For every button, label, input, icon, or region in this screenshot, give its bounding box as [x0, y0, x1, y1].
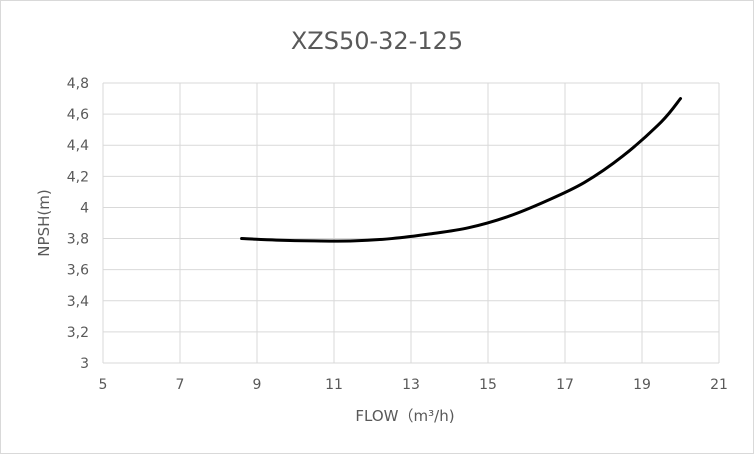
x-tick-label: 13 — [402, 377, 420, 393]
x-tick-label: 11 — [325, 377, 343, 393]
gridlines — [102, 82, 720, 364]
y-tick-label: 3,2 — [67, 325, 89, 341]
x-tick-label: 19 — [633, 377, 651, 393]
y-tick-labels: 3 3,2 3,4 3,6 3,8 4 4,2 4,4 4,6 4,8 — [67, 76, 89, 372]
y-tick-label: 4,2 — [67, 169, 89, 185]
y-tick-label: 3,4 — [67, 294, 89, 310]
chart-title: XZS50-32-125 — [291, 27, 463, 55]
x-tick-label: 21 — [710, 377, 728, 393]
y-tick-label: 4,6 — [67, 107, 89, 123]
y-tick-label: 4,8 — [67, 76, 89, 92]
x-tick-labels: 5 7 9 11 13 15 17 19 21 — [99, 377, 728, 393]
x-tick-label: 9 — [253, 377, 262, 393]
x-tick-label: 5 — [99, 377, 108, 393]
x-tick-label: 15 — [479, 377, 497, 393]
x-tick-label: 7 — [176, 377, 185, 393]
x-tick-label: 17 — [556, 377, 574, 393]
x-axis-label: FLOW（m³/h) — [355, 407, 454, 425]
y-axis-label: NPSH(m) — [35, 189, 53, 256]
y-tick-label: 4,4 — [67, 138, 89, 154]
y-tick-label: 3 — [80, 356, 89, 372]
y-tick-label: 4 — [80, 200, 89, 216]
series-group — [240, 97, 682, 243]
y-tick-label: 3,8 — [67, 232, 89, 248]
y-tick-label: 3,6 — [67, 263, 89, 279]
series-line-npsh — [240, 97, 682, 243]
